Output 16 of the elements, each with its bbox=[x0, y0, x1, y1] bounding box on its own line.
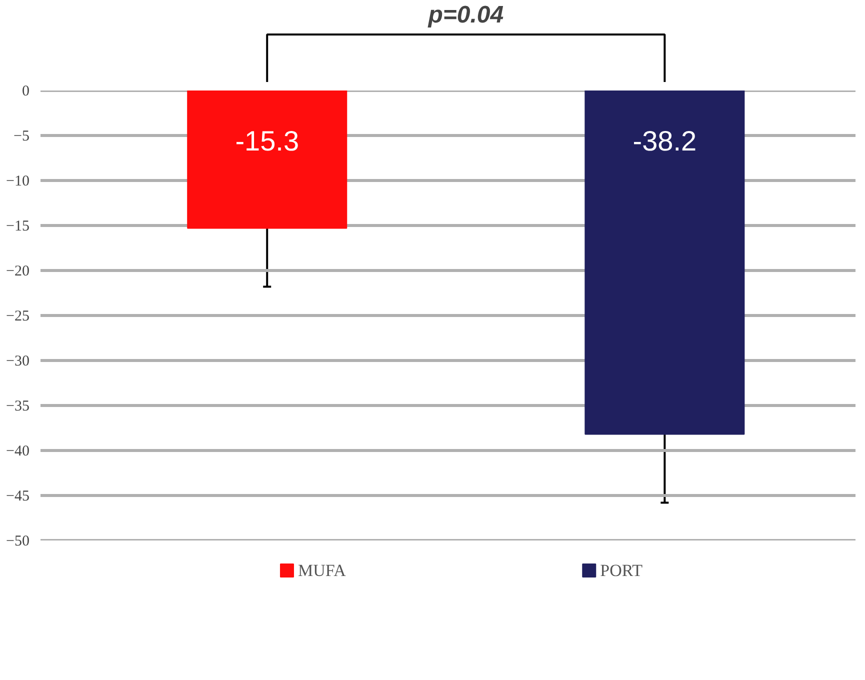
y-tick-label: −20 bbox=[6, 264, 30, 280]
y-tick-label: −30 bbox=[6, 354, 30, 370]
legend-label: MUFA bbox=[298, 561, 347, 580]
text: p=0.04 bbox=[427, 2, 504, 28]
y-tick-label: −40 bbox=[6, 444, 30, 460]
y-tick-label: −15 bbox=[6, 218, 30, 234]
y-tick-label: 0 bbox=[22, 84, 30, 100]
data-label: -38.2 bbox=[632, 126, 697, 156]
data-label: -15.3 bbox=[235, 126, 300, 156]
y-tick-label: −50 bbox=[6, 534, 30, 550]
y-tick-label: −45 bbox=[6, 488, 30, 504]
y-tick-label: −25 bbox=[6, 308, 30, 324]
legend-label: PORT bbox=[600, 561, 644, 580]
y-tick-label: −10 bbox=[6, 174, 30, 190]
y-tick-label: −35 bbox=[6, 398, 30, 414]
y-tick-label: −5 bbox=[14, 128, 30, 144]
